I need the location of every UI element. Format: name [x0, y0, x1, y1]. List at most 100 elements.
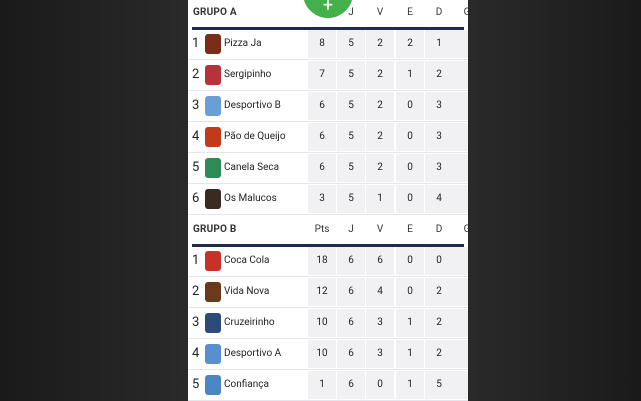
- team-logo: [205, 65, 221, 85]
- stat-cell: [453, 61, 468, 89]
- group-divider: [192, 244, 464, 247]
- team-row[interactable]: 1 Coca Cola 18 6 6 0 0: [188, 246, 468, 277]
- team-logo: [205, 251, 221, 271]
- stat-cell: 18: [308, 247, 336, 275]
- column-header[interactable]: G: [463, 7, 468, 18]
- stat-cell: 6: [308, 123, 336, 151]
- team-name: Vida Nova: [224, 286, 270, 297]
- stat-cell: 0: [396, 123, 424, 151]
- stat-cell: 6: [337, 247, 365, 275]
- stat-cell: 1: [308, 371, 336, 399]
- stat-cell: 2: [396, 30, 424, 58]
- column-header[interactable]: Pts: [314, 224, 330, 235]
- stat-cell: 6: [337, 371, 365, 399]
- stat-cell: 0: [396, 154, 424, 182]
- team-row[interactable]: 4 Desportivo A 10 6 3 1 2: [188, 339, 468, 370]
- stat-cell: 6: [337, 309, 365, 337]
- stat-cell: 0: [396, 92, 424, 120]
- team-name: Pão de Queijo: [224, 131, 286, 142]
- stat-cell: 3: [425, 92, 453, 120]
- stat-cell: 1: [366, 185, 394, 213]
- rank: 4: [192, 346, 200, 361]
- team-name: Sergipinho: [224, 69, 272, 80]
- stat-cell: 6: [366, 247, 394, 275]
- backdrop: [0, 0, 188, 401]
- column-header[interactable]: E: [407, 224, 413, 235]
- team-row[interactable]: 1 Pizza Ja 8 5 2 2 1: [188, 29, 468, 60]
- stat-cell: 0: [366, 371, 394, 399]
- stat-cell: [453, 123, 468, 151]
- stat-cell: 1: [396, 309, 424, 337]
- stat-cell: 5: [337, 92, 365, 120]
- team-logo: [205, 34, 221, 54]
- team-name: Canela Seca: [224, 162, 280, 173]
- stat-cell: 0: [396, 247, 424, 275]
- stat-cell: 0: [425, 247, 453, 275]
- rank: 5: [192, 160, 200, 175]
- group-name: GRUPO A: [193, 7, 237, 18]
- team-name: Pizza Ja: [224, 38, 262, 49]
- team-logo: [205, 313, 221, 333]
- stat-cell: 5: [425, 371, 453, 399]
- team-logo: [205, 375, 221, 395]
- stat-cell: 1: [396, 61, 424, 89]
- team-row[interactable]: 5 Confiança 1 6 0 1 5: [188, 370, 468, 401]
- team-row[interactable]: 2 Vida Nova 12 6 4 0 2: [188, 277, 468, 308]
- team-row[interactable]: 3 Cruzeirinho 10 6 3 1 2: [188, 308, 468, 339]
- column-header[interactable]: J: [348, 7, 354, 18]
- rank: 3: [192, 98, 200, 113]
- stat-cell: 3: [308, 185, 336, 213]
- stat-cell: 1: [396, 340, 424, 368]
- stat-cell: [453, 371, 468, 399]
- team-logo: [205, 282, 221, 302]
- team-row[interactable]: 6 Os Malucos 3 5 1 0 4: [188, 184, 468, 215]
- stat-cell: 5: [337, 185, 365, 213]
- team-logo: [205, 344, 221, 364]
- stat-cell: 5: [337, 30, 365, 58]
- column-header[interactable]: D: [435, 224, 443, 235]
- stat-cell: 4: [425, 185, 453, 213]
- stat-cell: 5: [337, 123, 365, 151]
- backdrop: [468, 0, 641, 401]
- team-name: Desportivo A: [224, 348, 282, 359]
- stat-cell: [453, 247, 468, 275]
- stat-cell: 7: [308, 61, 336, 89]
- stat-cell: 4: [366, 278, 394, 306]
- team-row[interactable]: 5 Canela Seca 6 5 2 0 3: [188, 153, 468, 184]
- stat-cell: 2: [366, 92, 394, 120]
- column-header[interactable]: E: [407, 7, 413, 18]
- stat-cell: 10: [308, 340, 336, 368]
- column-header[interactable]: G: [463, 224, 468, 235]
- team-row[interactable]: 2 Sergipinho 7 5 2 1 2: [188, 60, 468, 91]
- team-logo: [205, 96, 221, 116]
- stat-cell: [453, 340, 468, 368]
- stat-cell: 2: [425, 340, 453, 368]
- stat-cell: 10: [308, 309, 336, 337]
- column-header[interactable]: D: [435, 7, 443, 18]
- stat-cell: 6: [337, 278, 365, 306]
- stat-cell: 6: [308, 154, 336, 182]
- stat-cell: 8: [308, 30, 336, 58]
- stat-cell: 2: [425, 61, 453, 89]
- team-name: Cruzeirinho: [224, 317, 275, 328]
- stat-cell: [453, 309, 468, 337]
- stat-cell: 2: [366, 30, 394, 58]
- column-header[interactable]: J: [348, 224, 354, 235]
- stat-cell: 5: [337, 61, 365, 89]
- team-row[interactable]: 4 Pão de Queijo 6 5 2 0 3: [188, 122, 468, 153]
- stat-cell: 0: [396, 278, 424, 306]
- team-name: Coca Cola: [224, 255, 270, 266]
- column-header[interactable]: V: [376, 224, 384, 235]
- team-logo: [205, 158, 221, 178]
- stat-cell: 6: [337, 340, 365, 368]
- column-header[interactable]: V: [376, 7, 384, 18]
- stat-cell: 1: [396, 371, 424, 399]
- team-logo: [205, 189, 221, 209]
- stat-cell: 3: [425, 123, 453, 151]
- rank: 2: [192, 284, 200, 299]
- stat-cell: 2: [366, 154, 394, 182]
- add-button[interactable]: +: [303, 0, 353, 18]
- group-name: GRUPO B: [193, 224, 237, 235]
- stat-cell: 5: [337, 154, 365, 182]
